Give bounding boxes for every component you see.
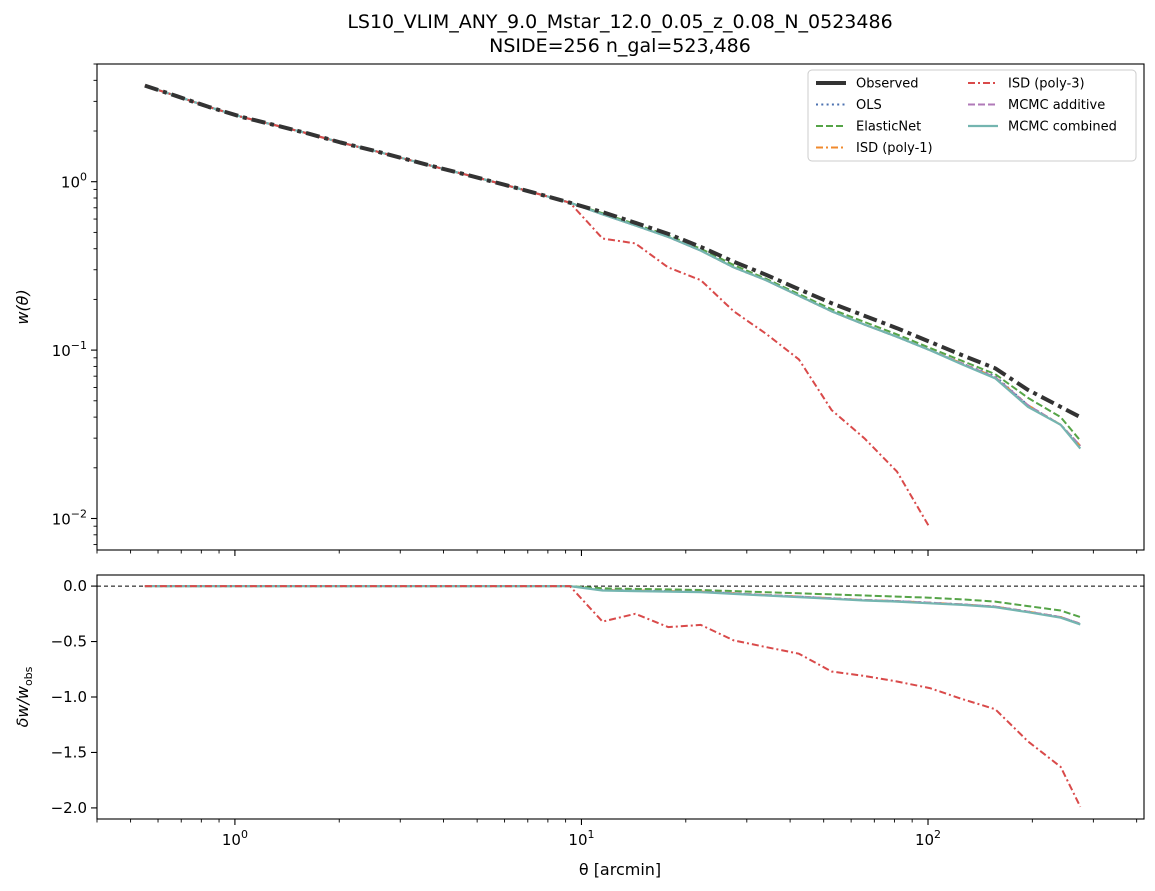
bottom-y-tick-label: −1.0 [51, 688, 87, 706]
bottom-y-axis-label-sub: obs [22, 666, 35, 686]
tick-label-exponent: 1 [588, 828, 595, 841]
bottom-x-tick-label: 100 [222, 828, 248, 849]
tick-label-exponent: −2 [71, 507, 87, 520]
tick-label-base: 10 [568, 831, 587, 849]
tick-label-exponent: 2 [934, 828, 941, 841]
top-y-tick-label: 10−1 [52, 339, 87, 360]
legend-label-isd-poly-3: ISD (poly-3) [1008, 77, 1085, 92]
legend-label-elasticnet: ElasticNet [856, 120, 921, 135]
tick-label-exponent: 0 [241, 828, 248, 841]
legend-label-mcmc-combined: MCMC combined [1008, 120, 1117, 135]
tick-label-base: 10 [61, 174, 80, 192]
chart-title: LS10_VLIM_ANY_9.0_Mstar_12.0_0.05_z_0.08… [347, 11, 892, 33]
bottom-series-mcmc-combined [144, 584, 1081, 626]
top-y-tick-label: 100 [61, 171, 87, 192]
top-y-tick-label: 10−2 [52, 507, 87, 528]
bottom-y-tick-label: −0.5 [51, 633, 87, 651]
top-plot-frame [96, 63, 1145, 551]
bottom-y-tick-label: 0.0 [63, 577, 87, 595]
bottom-y-tick-label: −2.0 [51, 799, 87, 817]
legend-entries: Observed OLS ElasticNet ISD (poly-1) ISD (po… [816, 77, 1117, 156]
bottom-y-axis-label: δw/wobs [13, 666, 35, 727]
top-series-mcmc-combined [144, 84, 1082, 450]
bottom-y-tick-label: −1.5 [51, 743, 87, 761]
legend-box [807, 69, 1137, 162]
bottom-series-isd-poly-3 [144, 585, 1082, 808]
bottom-x-ticks: 100 101 102 [96, 819, 1138, 849]
tick-label-exponent: −1 [71, 339, 87, 352]
chart-subtitle: NSIDE=256 n_gal=523,486 [489, 35, 751, 57]
top-series-observed [144, 83, 1082, 419]
legend-label-mcmc-additive: MCMC additive [1008, 98, 1105, 113]
bottom-x-tick-label: 102 [915, 828, 941, 849]
top-y-axis-label: w(θ) [13, 289, 32, 324]
tick-label-base: 10 [915, 831, 934, 849]
bottom-y-axis-label-main: δw/w [13, 685, 32, 727]
legend-label-ols: OLS [856, 98, 882, 113]
legend-label-observed: Observed [856, 77, 919, 92]
bottom-panel: 0.0−0.5−1.0−1.5−2.0 100 101 102 δw/wobs θ … [13, 574, 1145, 879]
legend-label-isd-poly-1: ISD (poly-1) [856, 141, 933, 156]
x-axis-label: θ [arcmin] [579, 860, 661, 879]
bottom-x-tick-label: 101 [568, 828, 594, 849]
legend: Observed OLS ElasticNet ISD (poly-1) ISD (po… [807, 69, 1137, 162]
bottom-series-elasticnet [144, 585, 1081, 619]
tick-label-base: 10 [52, 342, 71, 360]
tick-label-base: 10 [222, 831, 241, 849]
tick-label-exponent: 0 [80, 171, 87, 184]
top-series-group [144, 83, 1082, 529]
bottom-series-group [144, 584, 1082, 808]
tick-label-base: 10 [52, 510, 71, 528]
top-x-ticks [96, 550, 1138, 556]
bottom-y-ticks: 0.0 −0.5 −1.0 −1.5 −2.0 [51, 577, 97, 817]
top-series-isd-poly-3 [144, 84, 931, 529]
